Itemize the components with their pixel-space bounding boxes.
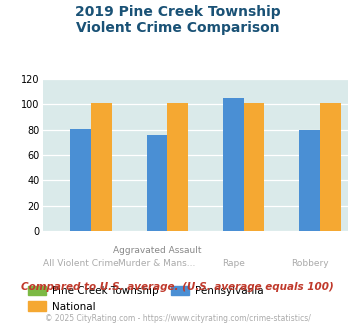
- Bar: [147, 135, 168, 231]
- Bar: [223, 98, 244, 231]
- Bar: [299, 130, 320, 231]
- Text: Aggravated Assault: Aggravated Assault: [113, 246, 201, 255]
- Text: All Violent Crime: All Violent Crime: [43, 259, 119, 268]
- Text: Compared to U.S. average. (U.S. average equals 100): Compared to U.S. average. (U.S. average …: [21, 282, 334, 292]
- Text: Murder & Mans...: Murder & Mans...: [119, 259, 196, 268]
- Bar: [320, 103, 341, 231]
- Text: © 2025 CityRating.com - https://www.cityrating.com/crime-statistics/: © 2025 CityRating.com - https://www.city…: [45, 314, 310, 323]
- Text: Robbery: Robbery: [291, 259, 328, 268]
- Bar: [91, 103, 112, 231]
- Bar: [70, 128, 91, 231]
- Legend: Pine Creek Township, National, Pennsylvania: Pine Creek Township, National, Pennsylva…: [23, 282, 267, 316]
- Text: Violent Crime Comparison: Violent Crime Comparison: [76, 21, 279, 35]
- Bar: [244, 103, 264, 231]
- Text: Rape: Rape: [222, 259, 245, 268]
- Bar: [168, 103, 188, 231]
- Text: 2019 Pine Creek Township: 2019 Pine Creek Township: [75, 5, 280, 19]
